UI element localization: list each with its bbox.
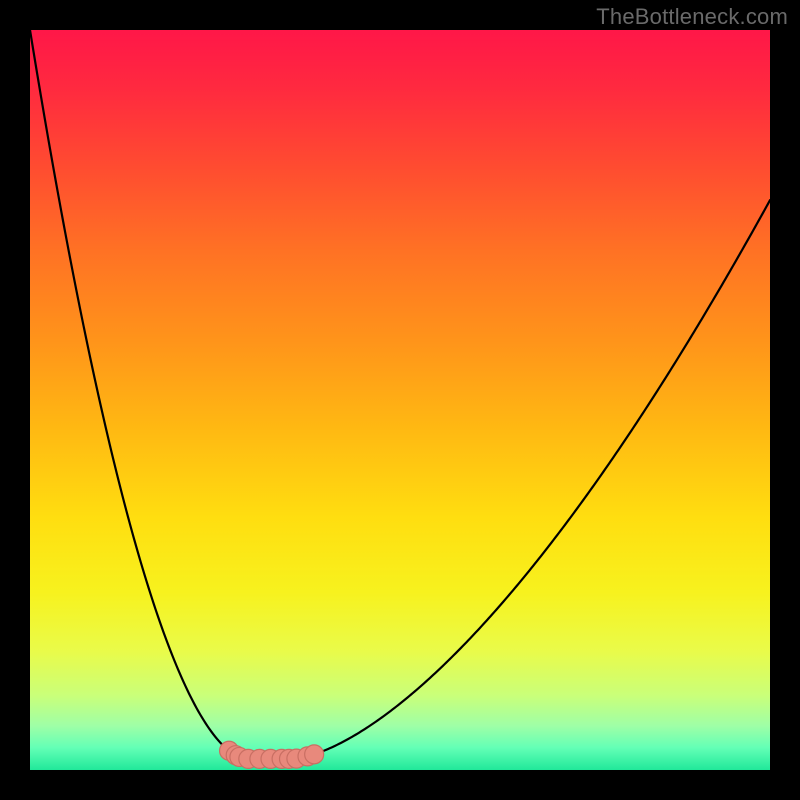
watermark-text: TheBottleneck.com	[596, 4, 788, 30]
curve-marker	[305, 745, 324, 764]
bottleneck-chart	[0, 0, 800, 800]
stage: TheBottleneck.com	[0, 0, 800, 800]
plot-background-gradient	[30, 30, 770, 770]
